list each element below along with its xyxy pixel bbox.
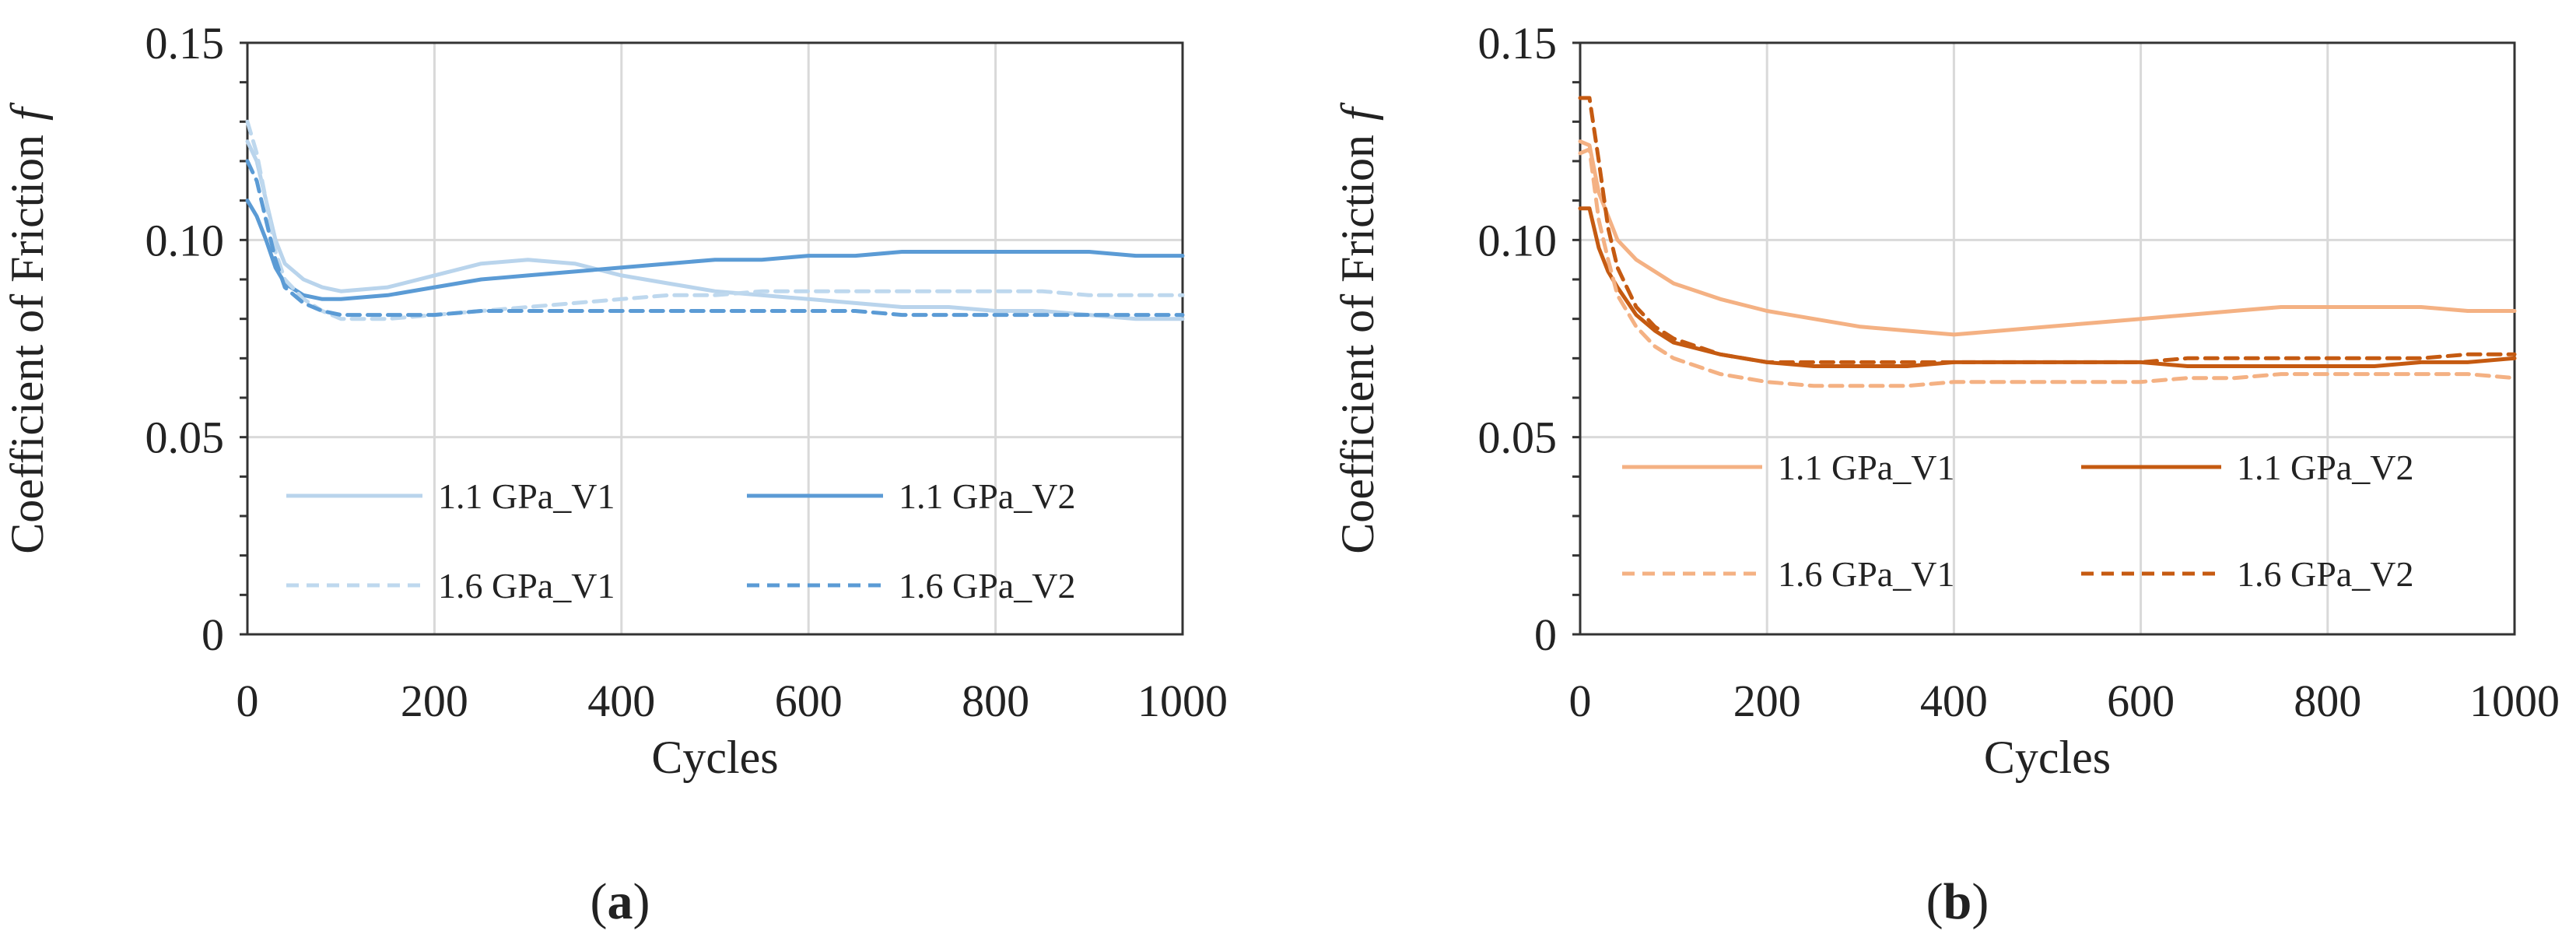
y-tick-label: 0.05 [1478, 413, 1558, 463]
y-tick-label: 0.05 [145, 413, 225, 463]
legend: 1.1 GPa_V1 1.1 GPa_V2 1.6 GPa_V1 1.6 GPa_V2 [1622, 448, 2413, 594]
x-tick-label: 800 [962, 676, 1029, 726]
x-tick-label: 800 [2294, 676, 2361, 726]
panel-label: (b) [1926, 873, 1989, 930]
series-line-1-1-gpa-v1 [1578, 139, 2517, 337]
y-axis-title: Coefficient of Friction f [2, 102, 53, 554]
legend-label: 1.1 GPa_V1 [438, 476, 615, 516]
y-tick-label: 0.10 [145, 215, 225, 265]
legend-label: 1.1 GPa_V2 [2237, 448, 2413, 487]
y-tick-label: 0 [202, 609, 224, 660]
x-tick-label: 400 [1920, 676, 1988, 726]
x-tick-label: 600 [2107, 676, 2175, 726]
legend-label: 1.1 GPa_V2 [899, 476, 1075, 516]
x-tick-label: 0 [1569, 676, 1592, 726]
series-line-1-6-gpa-v2 [245, 159, 1185, 318]
x-axis-title: Cycles [1984, 732, 2111, 783]
panel-label-letter: b [1943, 873, 1972, 930]
series-line-1-6-gpa-v1 [245, 119, 1185, 321]
series-line-1-1-gpa-v2 [1578, 206, 2517, 368]
y-tick-label: 0.10 [1478, 215, 1558, 265]
plot-frame [246, 41, 1184, 636]
legend-label: 1.1 GPa_V1 [1778, 448, 1954, 487]
plot-frame [1579, 41, 2516, 636]
y-axis-title: Coefficient of Friction f [1332, 102, 1383, 554]
x-axis-title: Cycles [651, 732, 778, 783]
x-tick-label: 0 [237, 676, 259, 726]
x-tick-label: 400 [587, 676, 655, 726]
chart-panel-a: 0 200 400 600 800 1000 0 0.05 0.10 0.15 Cycles Coef… [2, 18, 1228, 930]
series-line-1-6-gpa-v1 [1578, 147, 2517, 388]
y-tick-label: 0 [1534, 609, 1557, 660]
x-tick-label: 1000 [2469, 676, 2560, 726]
x-tick-label: 200 [1733, 676, 1801, 726]
x-tick-label: 600 [775, 676, 843, 726]
legend-label: 1.6 GPa_V2 [899, 566, 1075, 606]
y-tick-label: 0.15 [1478, 18, 1558, 68]
y-tick-label: 0.15 [145, 18, 225, 68]
y-axis-title-text: Coefficient of Friction [2, 135, 53, 554]
series-line-1-1-gpa-v2 [245, 198, 1185, 301]
legend-label: 1.6 GPa_V1 [1778, 554, 1954, 594]
legend: 1.1 GPa_V1 1.1 GPa_V2 1.6 GPa_V1 1.6 GPa_V2 [286, 476, 1075, 606]
chart-panel-b: 0 200 400 600 800 1000 0 0.05 0.10 0.15 Cycles Coef… [1332, 18, 2560, 930]
y-axis-title-text: Coefficient of Friction [1332, 135, 1383, 554]
series-line-1-6-gpa-v2 [1578, 96, 2517, 364]
legend-label: 1.6 GPa_V2 [2237, 554, 2413, 594]
legend-label: 1.6 GPa_V1 [438, 566, 615, 606]
y-axis-symbol: f [2, 102, 53, 121]
y-axis-symbol: f [1332, 102, 1383, 121]
panel-label: (a) [591, 873, 650, 930]
panel-label-letter: a [608, 873, 633, 930]
x-tick-label: 200 [401, 676, 468, 726]
x-tick-label: 1000 [1137, 676, 1228, 726]
